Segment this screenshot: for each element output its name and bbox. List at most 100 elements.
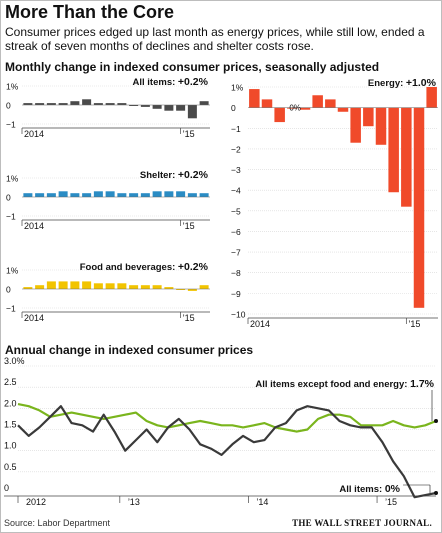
food-bar xyxy=(199,285,209,289)
energy-bar xyxy=(363,107,374,127)
shelter-bar xyxy=(117,193,127,197)
all-items-ytick-label: 0 xyxy=(6,101,11,111)
annual-x-tick-label: ’13 xyxy=(128,497,140,507)
energy-bar xyxy=(426,87,437,108)
energy-ytick-label: −10 xyxy=(231,310,246,320)
shelter-ytick-label: 0 xyxy=(6,193,11,203)
food-bar xyxy=(35,285,45,289)
food-x-tick-label: 2014 xyxy=(24,313,44,323)
all-items-bar xyxy=(187,105,197,119)
all-items-bar xyxy=(82,99,92,105)
all-items-bar xyxy=(164,105,174,111)
page-title: More Than the Core xyxy=(5,2,175,22)
energy-bar xyxy=(337,107,349,112)
shelter-bar xyxy=(152,191,162,197)
all-items-bar xyxy=(117,103,127,105)
energy-ytick-label: −4 xyxy=(231,186,241,196)
publisher-brand: THE WALL STREET JOURNAL. xyxy=(292,518,432,528)
energy-ytick-label: 1% xyxy=(231,83,244,93)
all-items-bar xyxy=(70,101,80,105)
food-bar xyxy=(46,281,56,289)
food-ytick-label: 1% xyxy=(6,266,19,276)
energy-bar xyxy=(350,107,361,143)
shelter-bar xyxy=(70,193,80,197)
all-items-bar xyxy=(140,105,150,107)
energy-ytick-label: −7 xyxy=(231,248,241,258)
annual-core-line xyxy=(17,403,437,433)
annual-all-items-line-end-dot xyxy=(434,491,438,495)
annual-ytick-label: 2.5 xyxy=(4,377,17,387)
shelter-bar xyxy=(46,193,56,197)
food-value-label: Food and beverages: +0.2% xyxy=(80,261,209,273)
all-items-bar xyxy=(58,103,68,105)
shelter-value-label: Shelter: +0.2% xyxy=(140,169,209,181)
all-items-x-tick-label: 2014 xyxy=(24,129,44,139)
energy-x-tick-label: ’15 xyxy=(408,319,420,329)
food-ytick-label: 0 xyxy=(6,285,11,295)
all-items-bar xyxy=(105,103,115,105)
food-bar xyxy=(23,287,33,289)
all-items-bar xyxy=(199,101,209,105)
energy-bar xyxy=(413,107,425,308)
annual-ytick-label: 2.0 xyxy=(4,398,17,408)
all-items-value-label: All items: +0.2% xyxy=(133,76,209,88)
shelter-bar xyxy=(187,193,197,197)
annual-all-items-line xyxy=(17,405,437,499)
shelter-bar xyxy=(93,191,103,197)
annual-ytick-label: 3.0% xyxy=(4,356,25,366)
energy-ytick-label: 0 xyxy=(231,103,236,113)
all-items-bar xyxy=(93,103,103,105)
food-bar xyxy=(164,287,174,289)
annual-ytick-label: 1.5 xyxy=(4,420,17,430)
energy-bar xyxy=(299,107,311,110)
food-bar xyxy=(58,281,68,289)
food-bar xyxy=(187,289,197,291)
shelter-bar xyxy=(199,193,209,197)
food-bar xyxy=(105,283,115,289)
energy-ytick-label: −1 xyxy=(231,124,241,134)
all-items-bar xyxy=(23,103,33,105)
energy-bar xyxy=(388,107,399,193)
annual-x-tick-label: ’14 xyxy=(256,497,268,507)
food-bar xyxy=(93,283,103,289)
all-items-x-tick-label: ’15 xyxy=(183,129,195,139)
shelter-bar xyxy=(105,191,115,197)
food-x-tick-label: ’15 xyxy=(183,313,195,323)
shelter-bar xyxy=(140,193,150,197)
monthly-heading: Monthly change in indexed consumer price… xyxy=(5,60,380,74)
energy-zero-value-label: 0% xyxy=(289,104,301,113)
annual-heading: Annual change in indexed consumer prices xyxy=(5,343,254,357)
food-bar xyxy=(129,285,139,289)
energy-x-tick-label: 2014 xyxy=(250,319,270,329)
all-items-ytick-label: −1 xyxy=(6,120,16,130)
energy-ytick-label: −6 xyxy=(231,227,241,237)
shelter-bar xyxy=(176,191,186,197)
annual-core-label: All items except food and energy: 1.7% xyxy=(255,378,434,390)
energy-bar xyxy=(375,107,387,145)
all-items-bar xyxy=(46,103,56,105)
shelter-bar xyxy=(35,193,45,197)
food-bar xyxy=(82,281,92,289)
food-bar xyxy=(117,283,127,289)
annual-ytick-label: 0.5 xyxy=(4,462,17,472)
energy-ytick-label: −2 xyxy=(231,144,241,154)
energy-bar xyxy=(287,107,298,109)
energy-ytick-label: −3 xyxy=(231,165,241,175)
all-items-bar xyxy=(176,105,186,111)
shelter-ytick-label: −1 xyxy=(6,212,16,222)
all-items-bar xyxy=(35,103,45,105)
all-items-bar xyxy=(152,105,162,109)
shelter-bar xyxy=(58,191,68,197)
annual-all-items-label: All items: 0% xyxy=(339,483,400,495)
annual-ytick-label: 0 xyxy=(4,483,9,493)
energy-bar xyxy=(249,89,260,108)
annual-x-tick-label: ’15 xyxy=(385,497,397,507)
shelter-bar xyxy=(129,193,139,197)
energy-bar xyxy=(312,95,323,108)
page-subtitle: Consumer prices edged up last month as e… xyxy=(5,25,425,53)
shelter-x-tick-label: 2014 xyxy=(24,221,44,231)
source-note: Source: Labor Department xyxy=(4,518,111,528)
energy-bar xyxy=(274,107,285,123)
food-ytick-label: −1 xyxy=(6,304,16,314)
